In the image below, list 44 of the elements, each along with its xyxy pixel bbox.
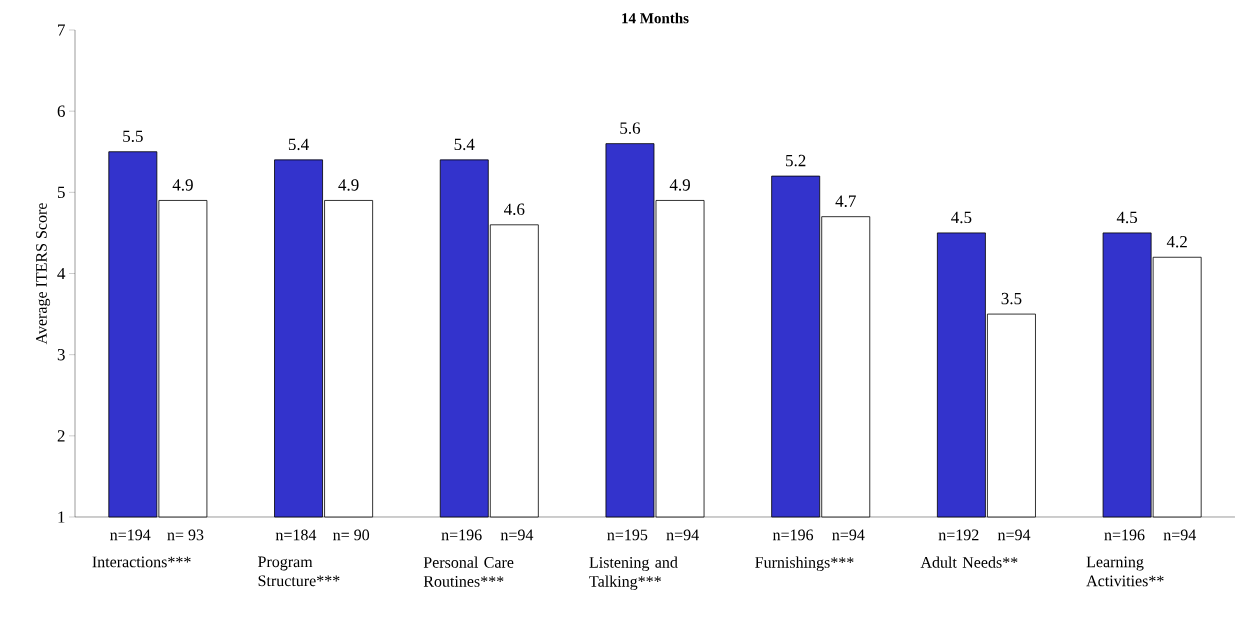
data-label: 4.2 [1166,236,1187,248]
x-tick-label: Personal Care Routines*** [423,556,514,587]
data-label: 5.5 [123,130,143,143]
x-tick-label: Interactions*** [92,556,191,568]
y-tick-label: 3 [57,348,65,361]
chart-title: 14 Months [622,12,689,24]
x-tick-label: Program Structure*** [258,556,340,587]
text: n=94 [997,529,1031,541]
text: n=195 [607,529,648,541]
text: n=192 [938,529,979,541]
y-tick-label: 1 [58,511,65,523]
text: n=196 [772,529,814,541]
data-label: 4.5 [1116,211,1138,224]
text: n=94 [1163,529,1197,541]
text: n=94 [832,529,865,541]
data-label: 4.9 [172,179,193,191]
y-tick-label: 4 [57,267,66,280]
data-label: 4.6 [504,203,525,216]
text: n=194 [110,529,151,541]
data-label: 5.2 [786,154,806,167]
data-label: 4.9 [669,179,690,191]
data-label: 5.4 [454,138,475,151]
text: n= 93 [167,529,204,541]
data-label: 5.4 [288,138,309,151]
x-tick-label: Listening and Talking*** [589,556,678,591]
data-label: 4.5 [951,211,972,224]
data-label: 5.6 [620,122,641,134]
y-tick-label: 5 [57,186,65,198]
data-label: 4.7 [835,195,856,207]
text: n=94 [500,529,534,541]
text: n=94 [666,529,699,541]
text: n= 90 [333,529,370,541]
data-label: 3.5 [1001,292,1022,305]
y-tick-label: 7 [58,24,65,36]
text: n=196 [1104,529,1145,541]
text: n=184 [275,529,317,541]
x-tick-label: Learning Activities** [1086,556,1164,587]
y-axis-title: Average ITERS Score [36,203,51,345]
data-label: 4.9 [338,179,359,191]
text: n=196 [441,529,482,541]
y-tick-label: 2 [57,430,65,442]
y-tick-label: 6 [57,105,65,117]
x-tick-label: Furnishings*** [755,556,854,572]
x-tick-label: Adult Needs** [920,556,1018,568]
